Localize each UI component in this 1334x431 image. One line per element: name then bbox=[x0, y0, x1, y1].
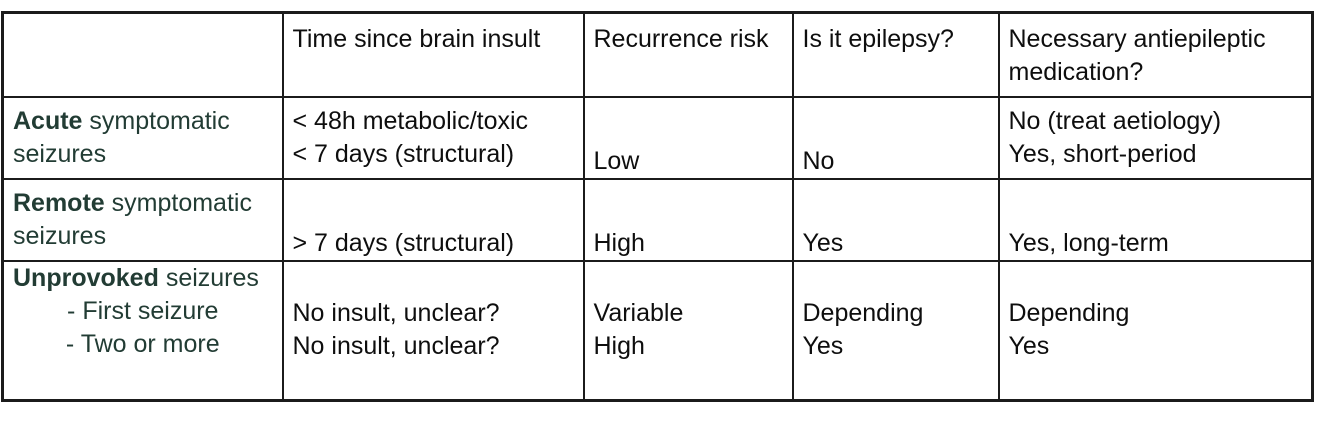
cell-line: No insult, unclear? bbox=[292, 299, 500, 328]
cell-line: No bbox=[802, 146, 835, 175]
cell-line: Yes bbox=[802, 332, 844, 361]
header-row: Time since brain insult Recurrence risk … bbox=[1, 11, 1314, 98]
row-label-emphasis: Acute bbox=[13, 106, 83, 135]
cell-line: Low bbox=[593, 146, 640, 175]
header-cell-is-it-epilepsy: Is it epilepsy? bbox=[791, 11, 1000, 98]
row-label-rest: symptomatic seizures bbox=[13, 188, 252, 250]
header-cell-row-label bbox=[1, 11, 284, 98]
cell-remote-is-it-epilepsy: Yes bbox=[791, 177, 1000, 262]
cell-line: < 7 days (structural) bbox=[292, 139, 515, 168]
seizure-classification-table: Time since brain insult Recurrence risk … bbox=[1, 11, 1314, 402]
cell-line: High bbox=[593, 228, 645, 257]
row-label-unprovoked: Unprovoked seizures - First seizure - Tw… bbox=[1, 259, 284, 402]
cell-line: Yes bbox=[802, 228, 844, 257]
cell-unprovoked-medication: Depending Yes bbox=[997, 259, 1314, 402]
cell-remote-time-since-insult: > 7 days (structural) bbox=[281, 177, 585, 262]
cell-line: > 7 days (structural) bbox=[292, 228, 515, 257]
cell-remote-medication: Yes, long-term bbox=[997, 177, 1314, 262]
row-label-rest: symptomatic seizures bbox=[13, 106, 230, 168]
cell-line: No insult, unclear? bbox=[292, 332, 500, 361]
cell-remote-recurrence-risk: High bbox=[582, 177, 794, 262]
row-label-rest: seizures bbox=[165, 263, 259, 292]
cell-acute-recurrence-risk: Low bbox=[582, 95, 794, 180]
header-cell-recurrence-risk: Recurrence risk bbox=[582, 11, 794, 98]
header-cell-time-since-insult: Time since brain insult bbox=[281, 11, 585, 98]
cell-line: Yes, short-period bbox=[1008, 139, 1197, 168]
row-label-main-line: Unprovoked seizures bbox=[13, 263, 273, 295]
cell-line: Depending bbox=[1008, 299, 1130, 328]
table-row-remote: Remote symptomatic seizures > 7 days (st… bbox=[1, 177, 1314, 262]
cell-unprovoked-time-since-insult: No insult, unclear? No insult, unclear? bbox=[281, 259, 585, 402]
cell-unprovoked-recurrence-risk: Variable High bbox=[582, 259, 794, 402]
header-cell-medication: Necessary antiepileptic medication? bbox=[997, 11, 1314, 98]
cell-line: Yes bbox=[1008, 332, 1050, 361]
cell-acute-time-since-insult: < 48h metabolic/toxic < 7 days (structur… bbox=[281, 95, 585, 180]
table-row-acute: Acute symptomatic seizures < 48h metabol… bbox=[1, 95, 1314, 180]
table-row-unprovoked: Unprovoked seizures - First seizure - Tw… bbox=[1, 259, 1314, 402]
row-label-emphasis: Unprovoked bbox=[13, 263, 159, 292]
cell-line: Yes, long-term bbox=[1008, 228, 1169, 257]
cell-acute-medication: No (treat aetiology) Yes, short-period bbox=[997, 95, 1314, 180]
cell-line: Depending bbox=[802, 299, 924, 328]
row-label-sub-item: - First seizure bbox=[67, 296, 219, 325]
cell-unprovoked-is-it-epilepsy: Depending Yes bbox=[791, 259, 1000, 402]
row-label-remote: Remote symptomatic seizures bbox=[1, 177, 284, 262]
cell-line: < 48h metabolic/toxic bbox=[292, 106, 529, 135]
cell-line: High bbox=[593, 332, 645, 361]
row-label-emphasis: Remote bbox=[13, 188, 105, 217]
row-label-acute: Acute symptomatic seizures bbox=[1, 95, 284, 180]
cell-line: Variable bbox=[593, 299, 684, 328]
row-label-sub-item: - Two or more bbox=[65, 329, 220, 358]
cell-line: No (treat aetiology) bbox=[1008, 106, 1222, 135]
cell-acute-is-it-epilepsy: No bbox=[791, 95, 1000, 180]
